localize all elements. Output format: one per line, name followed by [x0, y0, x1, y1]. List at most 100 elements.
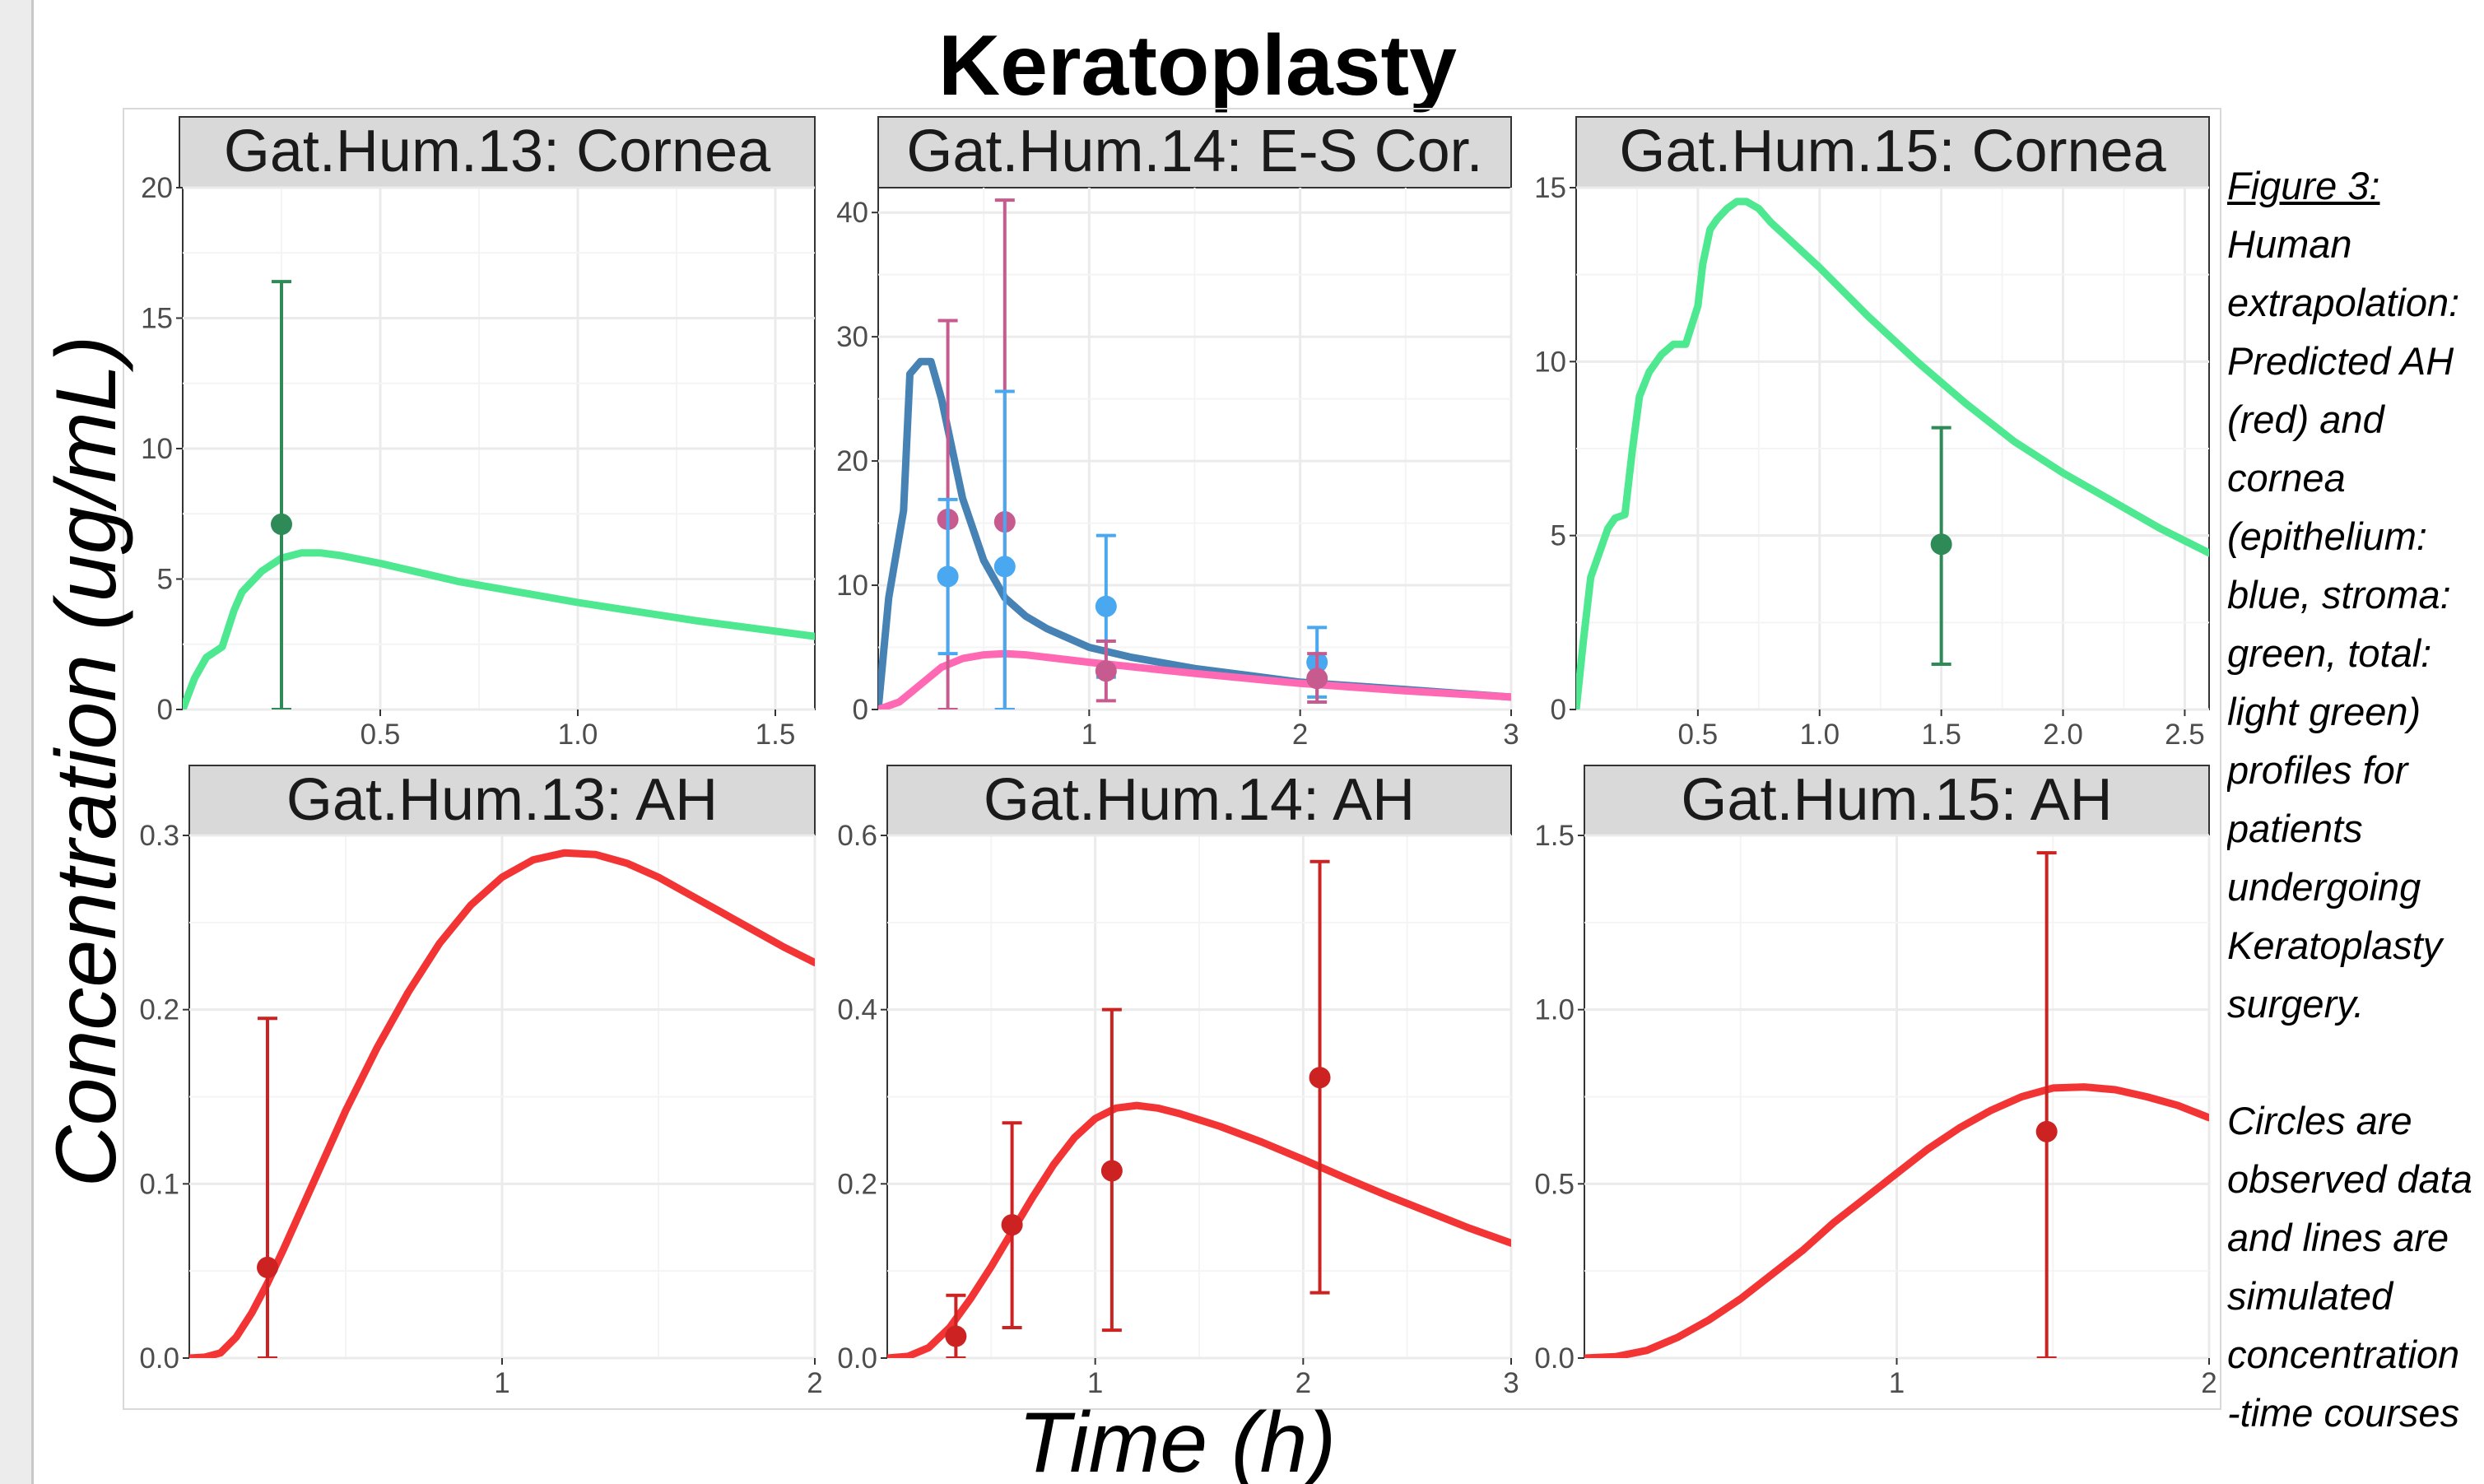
- y-tick-label: 0.0: [139, 1342, 179, 1375]
- caption-title: Figure 3:: [2227, 164, 2380, 207]
- facet-strip: [886, 765, 1512, 836]
- caption-line: Human: [2227, 222, 2352, 266]
- data-point-group: [1001, 1121, 1023, 1329]
- facet-strip: [179, 116, 816, 188]
- data-point-group: [937, 497, 959, 656]
- data-point-group: [1306, 652, 1328, 704]
- y-tick-label: 30: [836, 321, 868, 353]
- x-axis-label: Time (h): [1018, 1395, 1336, 1484]
- caption-line: (epithelium:: [2227, 514, 2427, 558]
- data-point-group: [1930, 426, 1952, 667]
- y-tick-label: 0.4: [837, 994, 877, 1026]
- x-tick-label: 1.5: [756, 719, 796, 751]
- facet-strip-label: Gat.Hum.13: AH: [286, 767, 718, 833]
- x-tick-label: 1: [494, 1367, 509, 1399]
- caption-line: surgery.: [2227, 982, 2365, 1026]
- data-point-group: [993, 389, 1016, 709]
- x-tick-label: 2: [807, 1367, 822, 1399]
- facet-strip: [1584, 765, 2210, 836]
- y-axis-label: Concentration (ug/mL): [39, 336, 134, 1188]
- x-tick-label: 1.5: [1921, 719, 1961, 751]
- panel-data: [189, 849, 815, 1358]
- x-tick-label: 1.0: [558, 719, 598, 751]
- y-tick-label: 0.5: [1534, 1168, 1575, 1200]
- panel-grid: [1576, 186, 2209, 711]
- caption-line: Circles are: [2227, 1099, 2412, 1142]
- panel-grid: [1584, 834, 2211, 1360]
- panel-data: [878, 198, 1511, 709]
- data-point-group: [271, 280, 292, 709]
- x-tick-label: 0.5: [361, 719, 401, 751]
- y-tick-label: 40: [836, 197, 868, 229]
- window-left-border: [0, 0, 34, 1484]
- caption-line: extrapolation:: [2227, 281, 2460, 324]
- facet-strip-label: Gat.Hum.13: Cornea: [224, 119, 771, 184]
- x-tick-label: 1: [1889, 1367, 1905, 1399]
- y-tick-label: 15: [1534, 172, 1566, 204]
- data-point: [2035, 1120, 2058, 1142]
- caption-line: (red) and: [2227, 398, 2384, 441]
- y-tick-label: 0.1: [139, 1168, 179, 1200]
- data-point-group: [945, 1293, 967, 1358]
- caption-line: Keratoplasty: [2227, 923, 2443, 967]
- caption-line: patients: [2227, 807, 2363, 850]
- data-point: [1309, 1067, 1331, 1089]
- data-point-group: [1095, 639, 1117, 703]
- caption-line: concentration: [2227, 1333, 2460, 1376]
- y-tick-label: 5: [1551, 520, 1566, 552]
- caption-line: undergoing: [2227, 865, 2421, 909]
- series-line: [1584, 1083, 2209, 1358]
- y-tick-label: 15: [141, 303, 173, 335]
- y-tick-label: 10: [1534, 346, 1566, 378]
- data-point-group: [1100, 1007, 1123, 1333]
- y-tick-label: 0.0: [1534, 1342, 1575, 1375]
- y-tick-label: 1.0: [1534, 994, 1575, 1026]
- x-tick-label: 2.0: [2043, 719, 2083, 751]
- x-tick-label: 1: [1087, 1367, 1103, 1399]
- panel-data: [1576, 198, 2209, 709]
- facet-panel: Gat.Hum.13: Cornea 0.5 1.0 1.5 0 5 10 15 20: [141, 116, 816, 751]
- facet-panel: Gat.Hum.14: AH 1 2 3 0.0 0.2 0.4 0.6: [837, 765, 1519, 1399]
- figure-caption: Figure 3: Human extrapolation: Predicted A…: [2227, 156, 2484, 1442]
- caption-line: light green): [2227, 690, 2421, 733]
- series-line: [1576, 198, 2209, 709]
- y-tick-label: 0: [157, 694, 173, 726]
- series-line: [878, 649, 1511, 709]
- facet-strip-label: Gat.Hum.15: Cornea: [1619, 119, 2166, 184]
- caption-gap: [2227, 1033, 2484, 1091]
- x-tick-label: 0.5: [1678, 719, 1719, 751]
- caption-line: blue, stroma:: [2227, 573, 2451, 616]
- data-point: [1095, 595, 1117, 617]
- y-tick-label: 0.2: [837, 1168, 877, 1200]
- x-tick-label: 2.5: [2165, 719, 2205, 751]
- data-point: [1100, 1160, 1123, 1182]
- facet-strip-label: Gat.Hum.14: E-S Cor.: [906, 119, 1482, 184]
- panel-grid: [183, 186, 815, 711]
- data-point: [945, 1325, 967, 1347]
- y-tick-label: 0.6: [837, 820, 877, 852]
- data-point: [937, 565, 959, 588]
- caption-line: observed data: [2227, 1157, 2472, 1201]
- facet-panel: Gat.Hum.13: AH 1 2 0.0 0.1 0.2 0.3: [139, 765, 823, 1399]
- facet-panel: Gat.Hum.15: Cornea 0.5 1.0 1.5 2.0 2.5 0 5 10 15: [1534, 116, 2210, 751]
- x-tick-label: 1.0: [1799, 719, 1840, 751]
- panel-data: [887, 859, 1511, 1358]
- y-tick-label: 10: [141, 433, 173, 465]
- panel-data: [1584, 851, 2209, 1358]
- x-tick-label: 2: [1295, 1367, 1311, 1399]
- data-point-group: [2035, 851, 2058, 1358]
- y-tick-label: 5: [157, 564, 173, 596]
- data-point: [1095, 660, 1117, 682]
- y-tick-label: 0: [1551, 694, 1566, 726]
- series-line: [878, 357, 1511, 709]
- data-point-group: [257, 1016, 278, 1358]
- y-tick-label: 1.5: [1534, 820, 1575, 852]
- data-point: [1306, 668, 1328, 690]
- x-tick-label: 2: [2201, 1367, 2217, 1399]
- data-point-group: [1309, 859, 1331, 1295]
- data-point: [257, 1256, 278, 1278]
- y-tick-label: 20: [836, 445, 868, 477]
